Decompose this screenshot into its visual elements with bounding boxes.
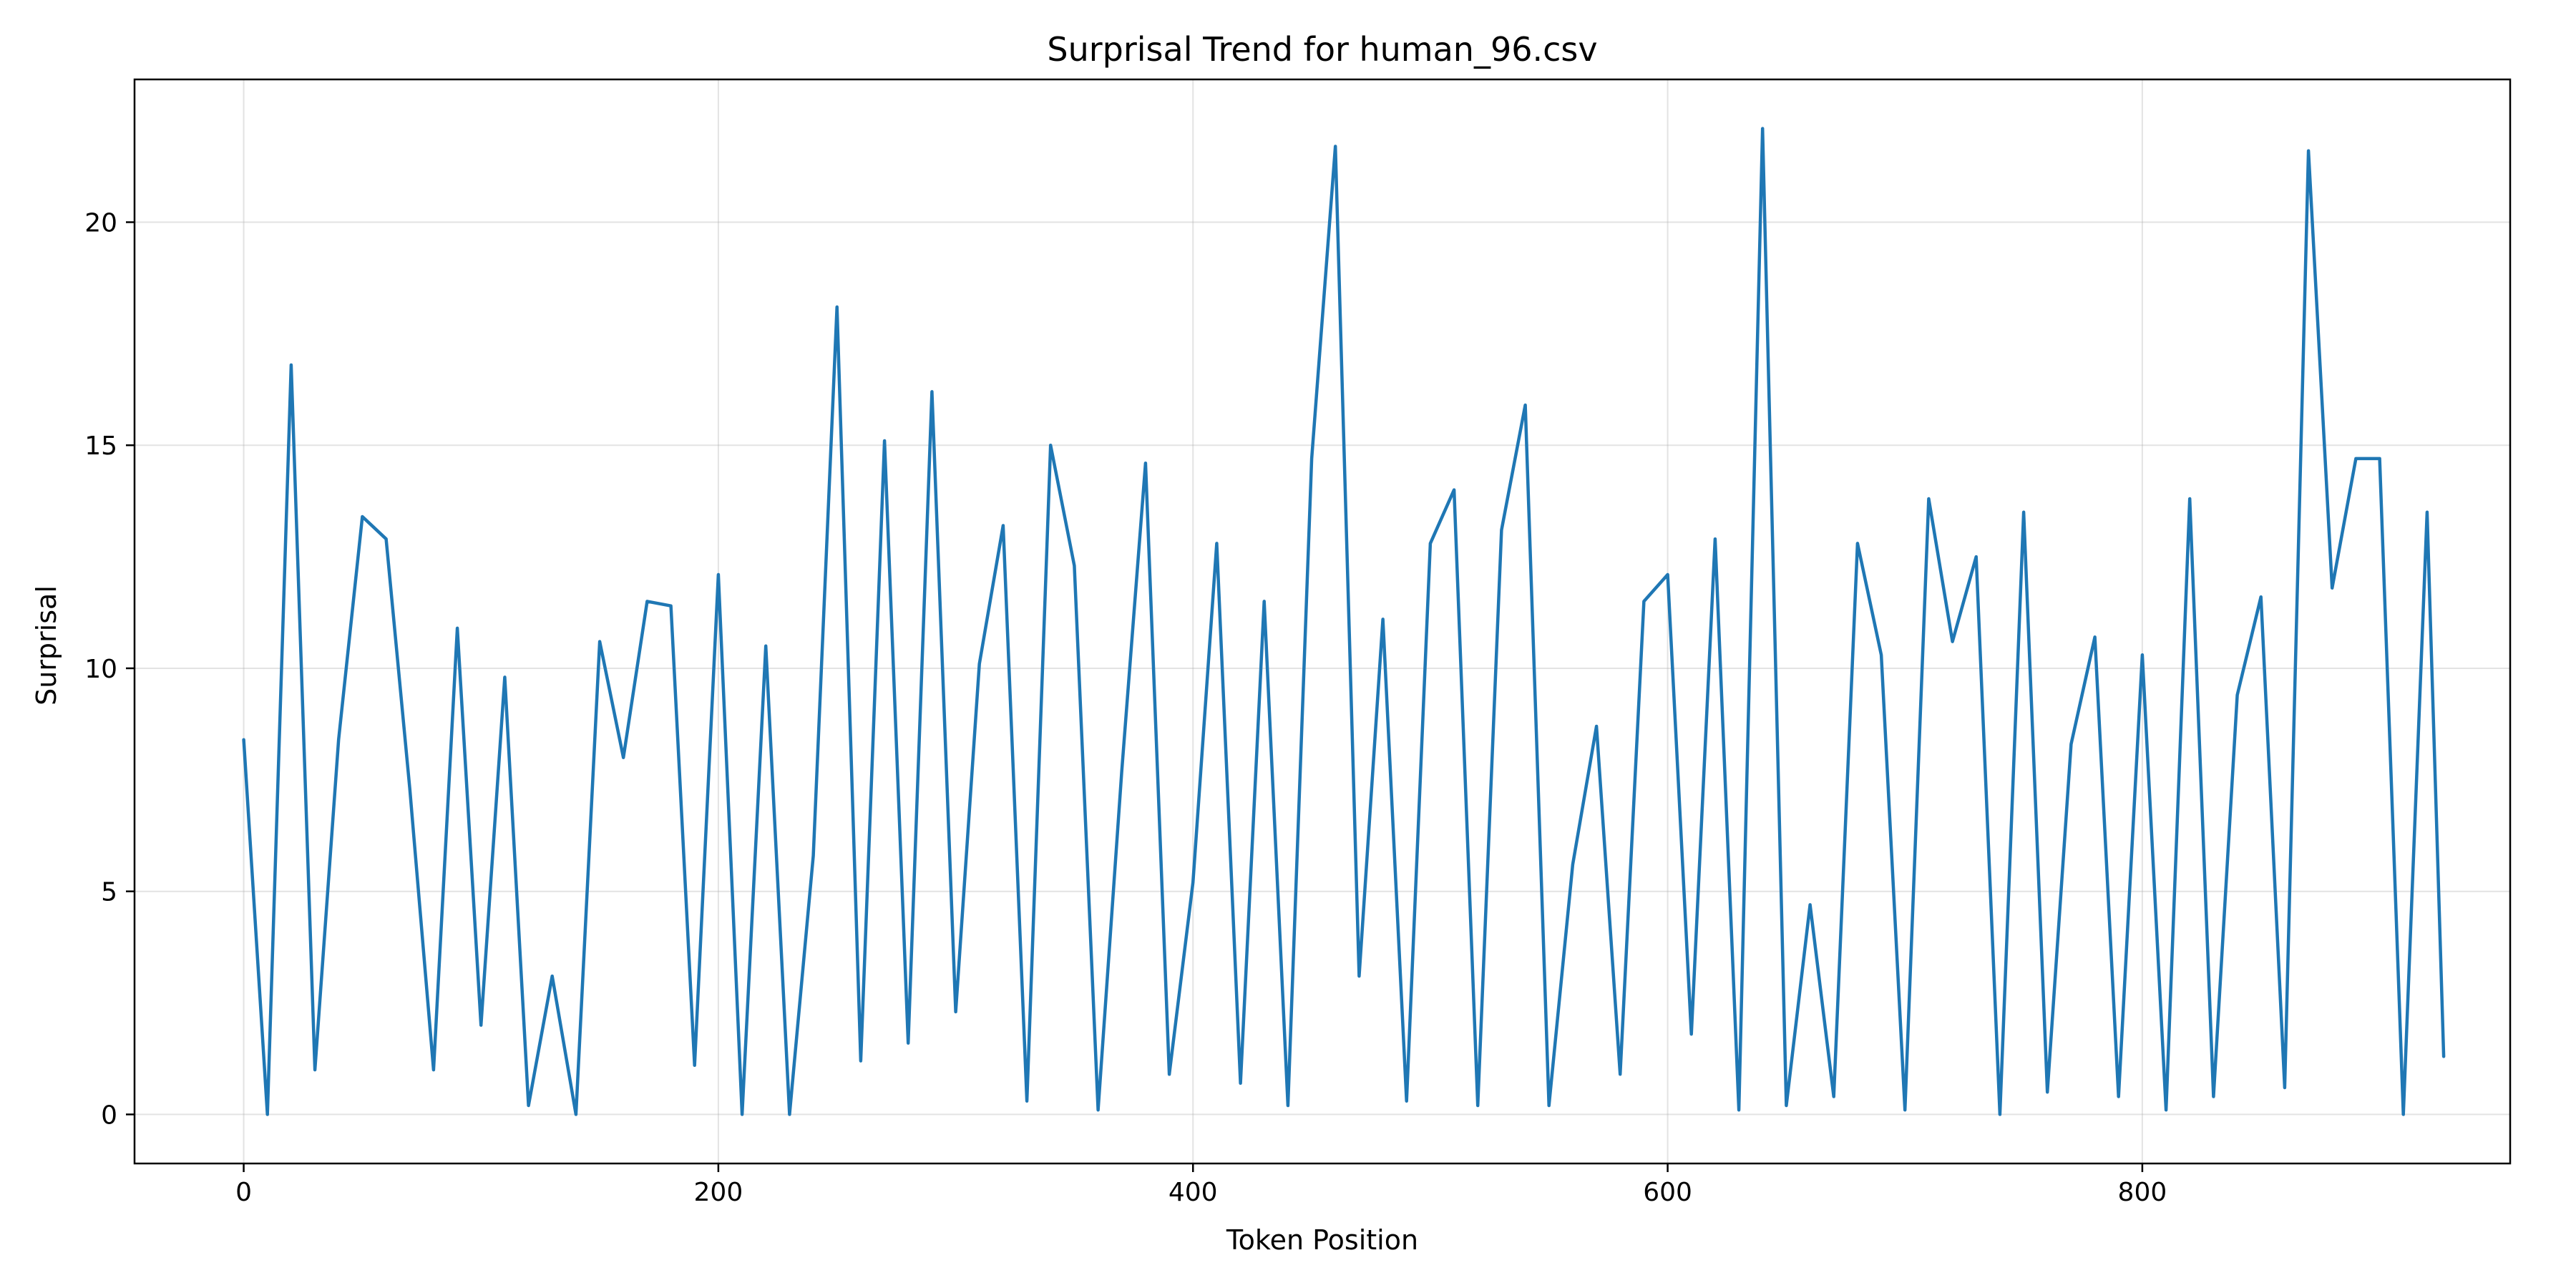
y-tick-label: 10 [84,655,117,684]
axis-ticks: 0 200 400 600 800 0 5 10 15 20 [84,209,2167,1207]
x-axis-label: Token Position [1226,1224,1418,1256]
series-layer [242,127,2446,1116]
y-tick-label: 0 [101,1101,117,1130]
y-tick-label: 20 [84,209,117,238]
x-tick-label: 0 [235,1178,252,1207]
y-axis-label: Surprisal [31,585,62,706]
surprisal-series-line [242,127,2446,1116]
chart-title: Surprisal Trend for human_96.csv [1047,30,1597,69]
y-tick-label: 5 [101,878,117,907]
x-tick-label: 600 [1643,1178,1692,1207]
x-tick-label: 800 [2118,1178,2167,1207]
y-tick-label: 15 [84,431,117,461]
x-tick-label: 400 [1169,1178,1218,1207]
x-tick-label: 200 [694,1178,743,1207]
plot-frame [133,78,2512,1165]
grid-lines [135,79,2510,1163]
